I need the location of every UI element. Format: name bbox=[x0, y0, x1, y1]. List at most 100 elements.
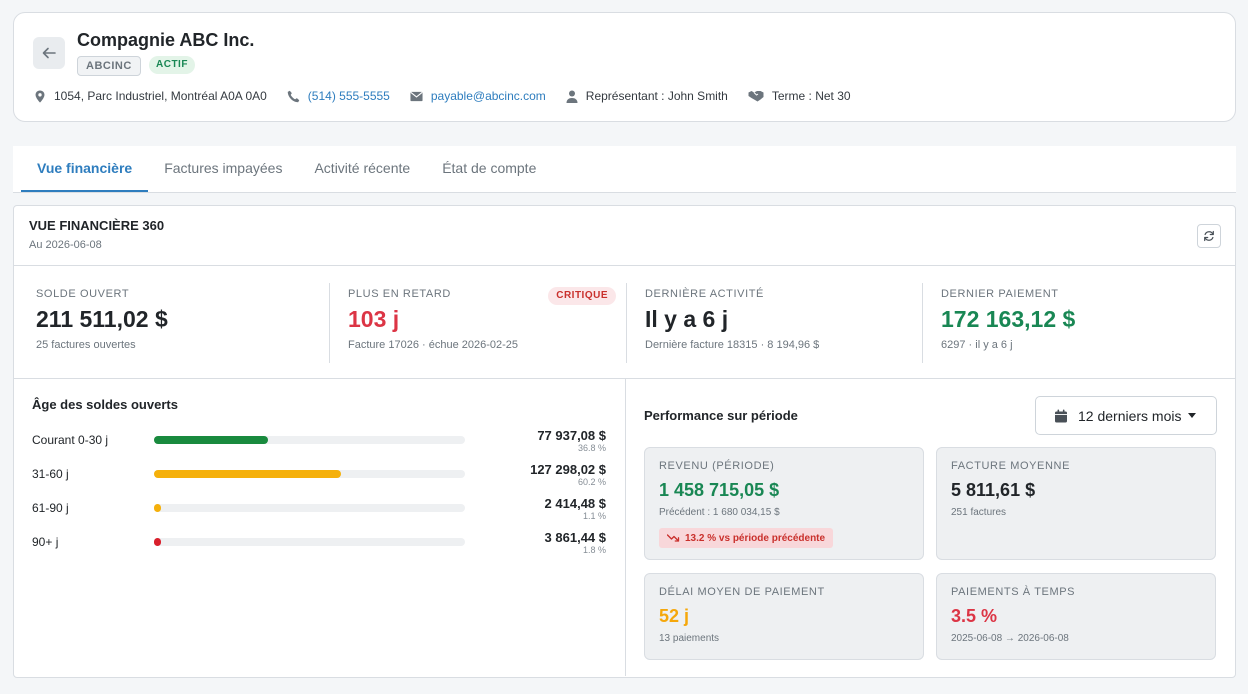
email-item: payable@abcinc.com bbox=[410, 89, 546, 103]
trend-text: 13.2 % vs période précédente bbox=[685, 532, 826, 544]
aging-bar bbox=[154, 436, 465, 444]
phone-link[interactable]: (514) 555-5555 bbox=[307, 89, 390, 103]
aging-amount-value: 2 414,48 $ bbox=[544, 495, 606, 511]
kpi-sub: Dernière facture 18315 · 8 194,96 $ bbox=[645, 339, 820, 351]
aging-amount: 2 414,48 $ 1.1 % bbox=[465, 496, 606, 521]
stat-sub: 251 factures bbox=[951, 507, 1007, 518]
aging-label: 61-90 j bbox=[32, 501, 69, 515]
terms-text: Terme : Net 30 bbox=[771, 89, 851, 103]
kpi-label: DERNIER PAIEMENT bbox=[941, 288, 1059, 300]
critical-badge: CRITIQUE bbox=[548, 287, 616, 305]
aging-bar-fill bbox=[154, 504, 161, 512]
period-value: 12 derniers mois bbox=[1078, 407, 1182, 424]
aging-bar-fill bbox=[154, 436, 269, 444]
aging-amount: 77 937,08 $ 36.8 % bbox=[465, 428, 606, 453]
kpi-row: SOLDE OUVERT 211 511,02 $ 25 factures ou… bbox=[14, 266, 1235, 379]
average-delay-card: DÉLAI MOYEN DE PAIEMENT 52 j 13 paiement… bbox=[644, 573, 924, 660]
aging-amount-value: 77 937,08 $ bbox=[537, 427, 606, 443]
refresh-icon bbox=[1204, 230, 1214, 242]
aging-panel: Âge des soldes ouverts Courant 0-30 j 77… bbox=[14, 379, 626, 676]
trend-badge: 13.2 % vs période précédente bbox=[659, 528, 834, 548]
overview-header: VUE FINANCIÈRE 360 Au 2026-06-08 bbox=[14, 206, 1235, 266]
kpi-value: 172 163,12 $ bbox=[941, 306, 1076, 332]
phone-item: (514) 555-5555 bbox=[287, 89, 390, 103]
aging-percent: 1.8 % bbox=[582, 544, 606, 555]
aging-row: 31-60 j 127 298,02 $ 60.2 % bbox=[32, 457, 607, 491]
stat-label: PAIEMENTS À TEMPS bbox=[951, 586, 1076, 598]
kpi-last-payment: DERNIER PAIEMENT 172 163,12 $ 6297 · il … bbox=[922, 283, 1235, 363]
customer-header: Compagnie ABC Inc. ABCINC ACTIF 1054, Pa… bbox=[13, 12, 1236, 122]
kpi-label: PLUS EN RETARD bbox=[348, 288, 451, 300]
back-button[interactable] bbox=[33, 37, 65, 69]
tab-unpaid-invoices[interactable]: Factures impayées bbox=[164, 160, 283, 176]
aging-label: 90+ j bbox=[32, 535, 59, 549]
arrow-left-icon bbox=[42, 47, 56, 59]
handshake-icon bbox=[748, 91, 764, 102]
kpi-last-activity: DERNIÈRE ACTIVITÉ Il y a 6 j Dernière fa… bbox=[626, 283, 922, 363]
performance-panel: Performance sur période 12 derniers mois… bbox=[626, 379, 1235, 676]
revenue-card: REVENU (PÉRIODE) 1 458 715,05 $ Précéden… bbox=[644, 447, 924, 560]
stat-label: REVENU (PÉRIODE) bbox=[659, 460, 775, 472]
aging-percent: 36.8 % bbox=[577, 442, 606, 453]
tab-account-statement[interactable]: État de compte bbox=[442, 160, 537, 176]
refresh-button[interactable] bbox=[1197, 224, 1221, 248]
kpi-sub: 6297 · il y a 6 j bbox=[941, 339, 1013, 351]
address-text: 1054, Parc Industriel, Montréal A0A 0A0 bbox=[54, 89, 267, 103]
email-link[interactable]: payable@abcinc.com bbox=[430, 89, 546, 103]
calendar-icon bbox=[1055, 409, 1067, 422]
overview-date: Au 2026-06-08 bbox=[29, 239, 102, 251]
contact-info-row: 1054, Parc Industriel, Montréal A0A 0A0 … bbox=[34, 89, 871, 103]
kpi-value: Il y a 6 j bbox=[645, 306, 729, 332]
kpi-value: 103 j bbox=[348, 306, 400, 332]
aging-bar bbox=[154, 538, 465, 546]
tab-recent-activity[interactable]: Activité récente bbox=[314, 160, 411, 176]
map-pin-icon bbox=[35, 89, 45, 103]
aging-amount-value: 127 298,02 $ bbox=[530, 461, 606, 477]
stat-value: 5 811,61 $ bbox=[951, 480, 1036, 500]
average-invoice-card: FACTURE MOYENNE 5 811,61 $ 251 factures bbox=[936, 447, 1216, 560]
aging-label: 31-60 j bbox=[32, 467, 69, 481]
aging-row: 61-90 j 2 414,48 $ 1.1 % bbox=[32, 491, 607, 525]
stat-value: 3.5 % bbox=[951, 606, 998, 626]
stat-label: FACTURE MOYENNE bbox=[951, 460, 1071, 472]
aging-amount: 3 861,44 $ 1.8 % bbox=[465, 530, 606, 555]
user-icon bbox=[566, 90, 578, 103]
aging-label: Courant 0-30 j bbox=[32, 433, 109, 447]
kpi-open-balance: SOLDE OUVERT 211 511,02 $ 25 factures ou… bbox=[14, 283, 329, 363]
aging-title: Âge des soldes ouverts bbox=[32, 397, 178, 412]
representative-item: Représentant : John Smith bbox=[566, 89, 728, 103]
stat-label: DÉLAI MOYEN DE PAIEMENT bbox=[659, 586, 825, 598]
stat-value: 52 j bbox=[659, 606, 690, 626]
aging-row: Courant 0-30 j 77 937,08 $ 36.8 % bbox=[32, 423, 607, 457]
phone-icon bbox=[287, 90, 300, 102]
aging-bar-fill bbox=[154, 470, 342, 478]
tab-financial-view[interactable]: Vue financière bbox=[21, 146, 149, 192]
address-item: 1054, Parc Industriel, Montréal A0A 0A0 bbox=[34, 89, 267, 103]
status-badge: ACTIF bbox=[149, 56, 195, 74]
kpi-sub: 25 factures ouvertes bbox=[36, 339, 136, 351]
kpi-sub: Facture 17026 · échue 2026-02-25 bbox=[348, 339, 519, 351]
aging-amount: 127 298,02 $ 60.2 % bbox=[465, 462, 606, 487]
terms-item: Terme : Net 30 bbox=[748, 89, 851, 103]
on-time-payments-card: PAIEMENTS À TEMPS 3.5 % 2025-06-08 → 202… bbox=[936, 573, 1216, 660]
aging-bar-fill bbox=[154, 538, 161, 546]
representative-text: Représentant : John Smith bbox=[585, 89, 728, 103]
overview-title: VUE FINANCIÈRE 360 bbox=[29, 218, 165, 233]
performance-title: Performance sur période bbox=[644, 408, 798, 423]
stat-value: 1 458 715,05 $ bbox=[659, 480, 780, 500]
aging-row: 90+ j 3 861,44 $ 1.8 % bbox=[32, 525, 607, 559]
stat-sub: Précédent : 1 680 034,15 $ bbox=[659, 507, 780, 518]
stat-sub: 2025-06-08 → 2026-06-08 bbox=[951, 633, 1069, 644]
aging-bar bbox=[154, 470, 465, 478]
stat-sub: 13 paiements bbox=[659, 633, 720, 644]
aging-bar bbox=[154, 504, 465, 512]
kpi-most-overdue: PLUS EN RETARD 103 j Facture 17026 · éch… bbox=[329, 283, 626, 363]
company-name: Compagnie ABC Inc. bbox=[77, 30, 255, 50]
period-dropdown[interactable]: 12 derniers mois bbox=[1035, 396, 1217, 435]
kpi-label: DERNIÈRE ACTIVITÉ bbox=[645, 288, 764, 300]
kpi-label: SOLDE OUVERT bbox=[36, 288, 130, 300]
aging-percent: 60.2 % bbox=[577, 476, 606, 487]
tab-bar: Vue financière Factures impayées Activit… bbox=[13, 146, 1236, 193]
customer-code-badge: ABCINC bbox=[77, 56, 141, 76]
envelope-icon bbox=[410, 91, 423, 101]
